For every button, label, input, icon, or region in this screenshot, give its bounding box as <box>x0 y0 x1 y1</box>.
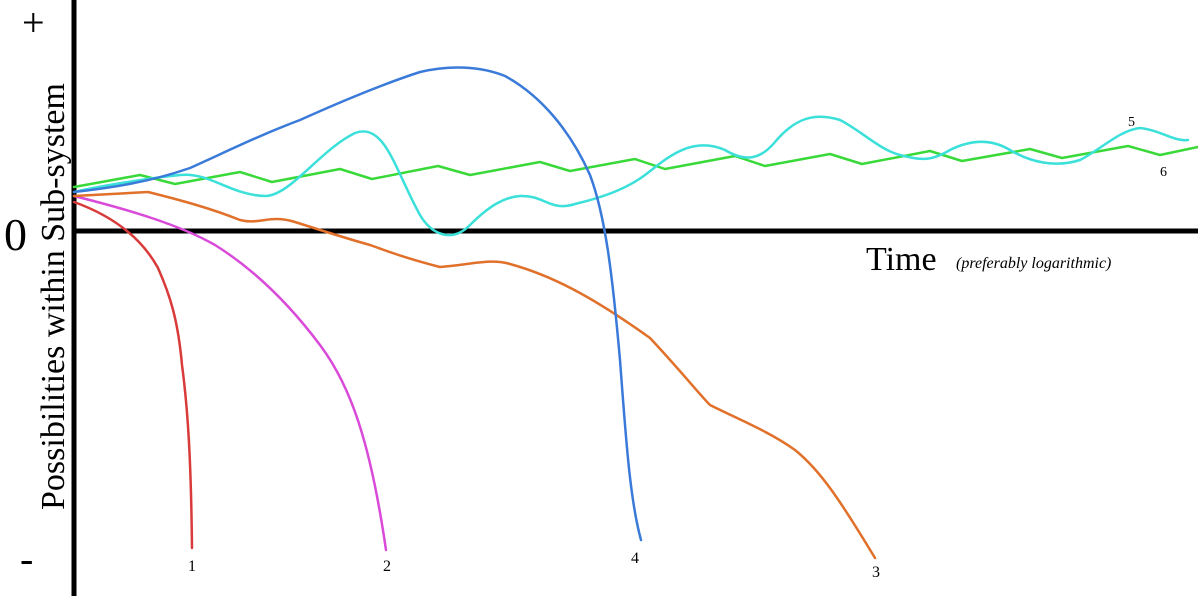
curve-3 <box>72 190 877 560</box>
curve-label-4: 4 <box>631 550 639 567</box>
curve-label-5: 5 <box>1128 115 1135 130</box>
y-axis-label: Possibilities within Sub-system <box>35 83 72 510</box>
curve-label-2: 2 <box>383 558 391 575</box>
curve-4 <box>72 66 643 542</box>
curve-label-1: 1 <box>188 558 196 575</box>
y-zero-marker: 0 <box>4 209 27 260</box>
curve-5 <box>72 115 1190 237</box>
curve-2 <box>72 194 388 552</box>
curve-1 <box>72 200 194 550</box>
y-minus-marker: - <box>20 536 33 581</box>
y-plus-marker: + <box>22 0 45 45</box>
x-axis-note: (preferably logarithmic) <box>956 255 1111 272</box>
curve-label-6: 6 <box>1160 165 1167 180</box>
curve-label-3: 3 <box>872 564 880 581</box>
x-axis-label: Time <box>866 241 937 278</box>
curve-6 <box>72 144 1198 189</box>
